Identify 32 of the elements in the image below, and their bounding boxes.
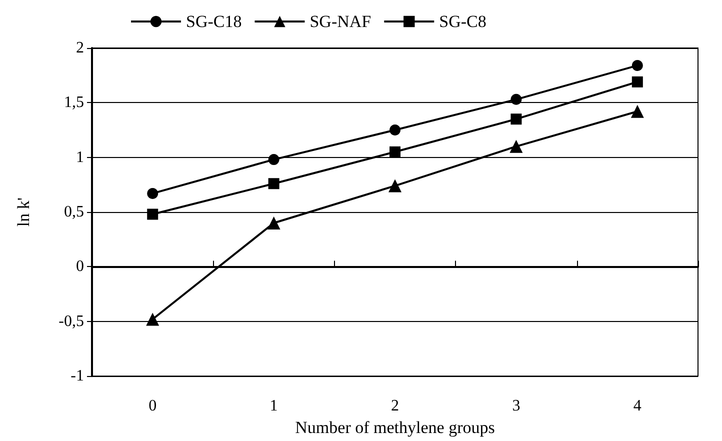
y-tick-label: 0,5 xyxy=(64,204,84,221)
x-tick-label: 4 xyxy=(633,398,642,415)
x-tick-label: 3 xyxy=(512,398,520,415)
point xyxy=(267,216,280,230)
point xyxy=(268,154,280,166)
point xyxy=(630,104,644,118)
y-tick-label: 1,5 xyxy=(64,94,84,112)
point xyxy=(147,188,158,199)
y-tick-label: -0,5 xyxy=(58,312,84,330)
x-tick-label: 0 xyxy=(148,398,157,415)
x-tick-label: 2 xyxy=(391,398,399,415)
point xyxy=(510,94,522,105)
y-tick-label: 1 xyxy=(76,148,84,166)
point xyxy=(632,60,643,71)
y-tick-label: 0 xyxy=(76,258,84,276)
point xyxy=(510,114,522,125)
point xyxy=(388,179,402,192)
x-tick-label: 1 xyxy=(270,398,278,415)
y-axis-title: ln k' xyxy=(14,198,33,227)
point xyxy=(632,76,643,88)
y-tick-label: 2 xyxy=(76,40,84,56)
point xyxy=(147,208,158,220)
legend-label: SG-C18 xyxy=(186,12,242,31)
point xyxy=(510,140,523,153)
point xyxy=(390,146,400,158)
y-tick-label: -1 xyxy=(70,368,84,385)
legend-label: SG-C8 xyxy=(439,12,486,31)
point xyxy=(146,312,160,326)
legend-label: SG-NAF xyxy=(310,12,372,31)
x-axis-title: Number of methylene groups xyxy=(295,418,495,437)
point xyxy=(268,178,280,190)
point xyxy=(390,124,400,136)
